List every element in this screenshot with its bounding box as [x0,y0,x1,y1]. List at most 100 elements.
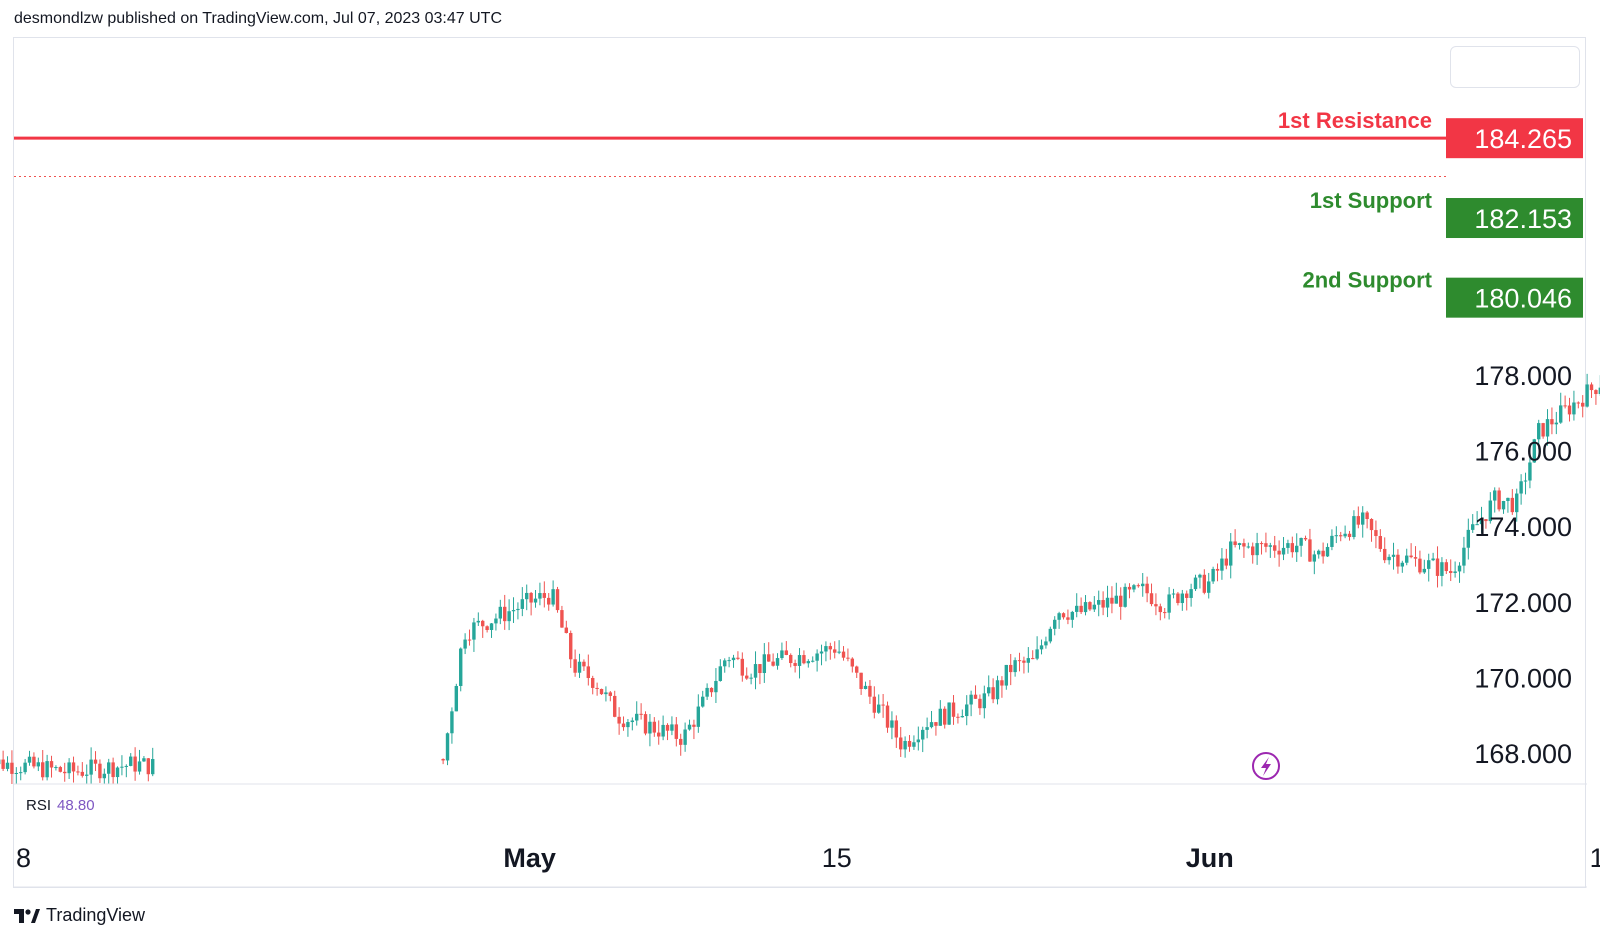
candle-body [93,759,98,764]
candle-body [32,756,36,767]
candle-body [1365,512,1369,519]
candle-body [701,696,705,707]
candle-body [1295,545,1299,553]
candle-body [564,627,569,634]
candle-body [1444,562,1449,572]
candle-body [947,702,951,725]
candle-body [1110,597,1114,604]
candle-body [1299,537,1303,546]
candle-body [1330,535,1334,547]
candle-body [643,714,648,734]
candle-body [1185,593,1189,598]
x-tick-label: Jun [1186,843,1234,873]
candle-body [1308,539,1312,562]
candle-body [890,720,894,728]
candle-body [1268,545,1273,547]
candle-body [1572,402,1576,415]
candle-body [1207,581,1211,593]
candle-body [1259,543,1264,545]
x-tick-label: 19 [1590,843,1600,873]
candle-body [617,716,621,724]
candle-body [1154,604,1158,607]
candle-body [516,608,520,611]
candle-body [745,675,749,679]
candle-body [542,593,547,598]
candle-body [819,651,824,654]
candle-body [639,713,643,715]
candle-body [1290,543,1295,553]
candle-body [824,646,828,652]
candle-body [1031,658,1035,660]
candle-body [762,654,767,674]
candle-body [1405,555,1409,563]
candle-body [538,593,542,599]
candle-body [1255,543,1259,556]
candle-body [459,648,463,686]
candle-body [45,761,49,778]
candle-body [1000,680,1004,686]
rsi-indicator[interactable]: RSI 48.80 [26,797,95,814]
rsi-label: RSI [26,797,52,814]
candle-body [463,639,467,649]
candle-body [137,761,142,772]
candle-body [124,765,129,767]
candle-body [855,666,859,673]
candle-body [498,606,503,619]
level-label: 1st Support [1310,188,1433,213]
candle-body [661,724,665,737]
candle-body [494,618,498,624]
candle-body [846,657,850,659]
candle-body [1427,560,1431,569]
publisher-line: desmondlzw published on TradingView.com,… [14,10,502,27]
candle-body [929,722,934,728]
candle-body [828,646,833,650]
candle-body [652,721,657,733]
candle-body [1435,558,1440,576]
candle-body [1119,595,1123,607]
candle-body [441,759,445,761]
candle-body [692,724,696,727]
candle-body [802,655,806,664]
tradingview-footer[interactable]: TradingView [14,905,145,926]
candle-body [868,685,872,697]
candle-body [709,687,714,693]
candle-body [1567,405,1572,415]
candle-body [670,724,674,731]
candle-body [454,685,459,712]
candle-body [789,654,793,664]
candle-body [1440,562,1444,576]
candle-body [1083,602,1088,613]
candle-body [1281,547,1286,555]
level-label: 1st Resistance [1278,108,1432,133]
candle-body [1013,660,1017,673]
lightning-icon[interactable] [1252,752,1280,780]
candle-body [1523,480,1528,482]
candle-body [1378,536,1383,549]
candle-body [767,654,771,662]
x-tick-label: 15 [822,843,852,873]
candle-body [450,711,454,734]
candle-body [797,655,802,666]
candle-body [665,724,670,731]
level-price-badge [1446,118,1583,159]
candle-body [481,620,485,627]
candle-body [1017,660,1022,662]
candle-body [1136,585,1141,587]
candle-body [1215,568,1220,571]
candle-body [696,706,701,727]
candle-body [115,767,120,778]
candle-body [1422,568,1427,573]
candle-body [1211,568,1215,582]
candle-body [1167,594,1171,613]
candle-body [582,661,586,667]
candle-body [899,737,903,750]
candle-body [608,692,613,696]
candle-body [102,773,107,779]
candle-body [476,620,481,623]
candle-body [1466,529,1471,548]
candle-body [503,606,507,622]
candle-body [718,666,723,681]
candle-body [1312,554,1317,562]
candle-body [1488,500,1493,522]
